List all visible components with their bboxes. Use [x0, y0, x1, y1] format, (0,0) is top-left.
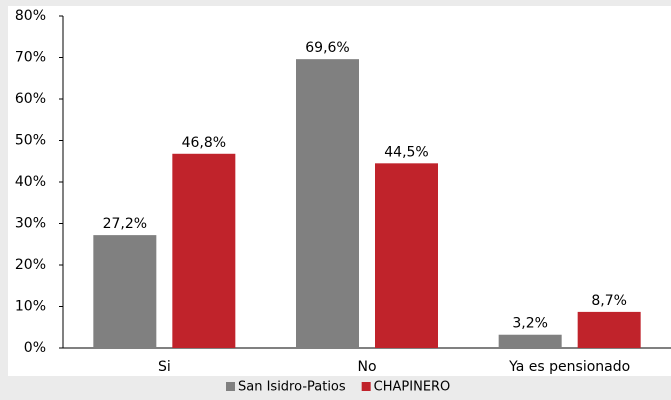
value-label: 3,2%	[512, 316, 548, 332]
x-tick-label: Si	[158, 359, 171, 375]
y-tick-label: 70%	[15, 50, 46, 66]
bar	[577, 311, 641, 348]
value-label: 69,6%	[305, 40, 349, 56]
bar	[375, 163, 438, 348]
y-tick-label: 50%	[15, 133, 46, 149]
value-label: 44,5%	[384, 144, 428, 160]
y-tick-label: 40%	[15, 174, 46, 190]
legend-label: San Isidro-Patios	[238, 380, 346, 395]
legend-swatch	[361, 382, 371, 391]
legend-label: CHAPINERO	[374, 380, 451, 395]
y-tick-label: 80%	[15, 8, 46, 24]
y-tick-label: 20%	[15, 257, 46, 273]
y-tick-label: 0%	[24, 340, 46, 356]
y-tick-label: 30%	[15, 216, 46, 232]
bar	[93, 235, 157, 348]
x-tick-label: Ya es pensionado	[508, 359, 630, 375]
value-label: 27,2%	[103, 216, 147, 232]
bar	[172, 153, 236, 348]
x-tick-label: No	[357, 359, 376, 375]
value-label: 8,7%	[591, 293, 627, 309]
legend-swatch	[226, 382, 235, 391]
y-tick-label: 60%	[15, 91, 46, 107]
y-tick-label: 10%	[15, 299, 46, 315]
bar	[498, 334, 562, 348]
bar	[296, 59, 359, 348]
value-label: 46,8%	[182, 135, 226, 151]
